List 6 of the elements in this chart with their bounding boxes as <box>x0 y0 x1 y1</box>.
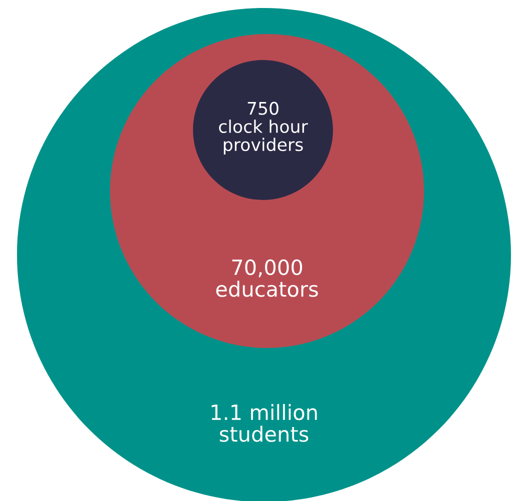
data-label: 750 <box>248 102 278 115</box>
category-label: students <box>220 426 308 442</box>
category-label: educators <box>216 280 318 297</box>
data-label: 1.1 million <box>212 404 317 420</box>
data-label: 70,000 <box>232 259 302 278</box>
category-label: clock hour providers <box>219 120 308 155</box>
